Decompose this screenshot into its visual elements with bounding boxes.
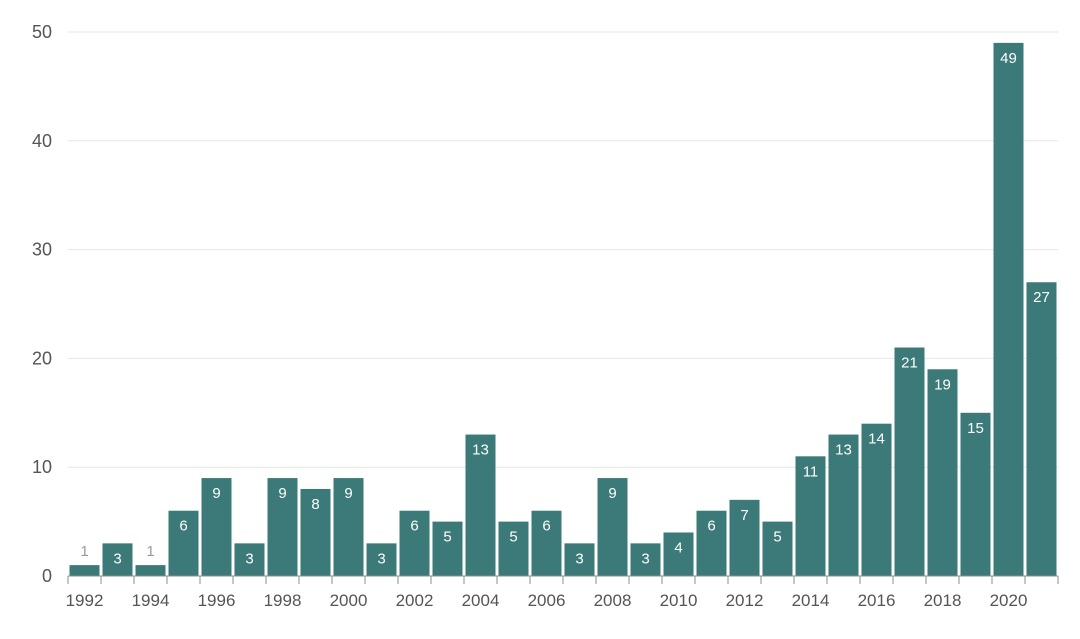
bar-1999 xyxy=(300,488,331,576)
y-tick-label: 40 xyxy=(32,131,52,151)
bar-1995 xyxy=(168,510,199,576)
x-tick-label: 2010 xyxy=(660,591,698,610)
bar-value-label: 3 xyxy=(113,550,121,567)
bar-value-label: 3 xyxy=(377,550,385,567)
bar-value-label: 1 xyxy=(146,543,154,560)
x-tick-label: 2008 xyxy=(594,591,632,610)
bars xyxy=(69,42,1057,576)
x-tick-label: 1992 xyxy=(66,591,104,610)
bar-2018 xyxy=(927,369,958,576)
bar-value-label: 7 xyxy=(740,507,748,524)
bar-2004 xyxy=(465,434,496,576)
bar-2001 xyxy=(366,543,397,576)
bar-value-label: 11 xyxy=(803,463,819,480)
bar-2013 xyxy=(762,521,793,576)
bar-2014 xyxy=(795,456,826,576)
bar-value-label: 5 xyxy=(509,529,517,546)
y-tick-label: 10 xyxy=(32,457,52,477)
x-tick-label: 2004 xyxy=(462,591,500,610)
bar-value-label: 6 xyxy=(542,518,550,535)
bar-value-label: 27 xyxy=(1033,289,1050,306)
bar-value-label: 9 xyxy=(344,485,352,502)
bar-1997 xyxy=(234,543,265,576)
bar-value-label: 4 xyxy=(674,539,682,556)
x-tick-label: 2014 xyxy=(792,591,830,610)
bar-2005 xyxy=(498,521,529,576)
bar-value-label: 3 xyxy=(245,550,253,567)
y-tick-label: 30 xyxy=(32,240,52,260)
bar-value-label: 6 xyxy=(707,518,715,535)
x-tick-label: 2006 xyxy=(528,591,566,610)
bar-2006 xyxy=(531,510,562,576)
bar-1994 xyxy=(135,565,166,576)
bar-1998 xyxy=(267,478,298,576)
bar-1992 xyxy=(69,565,100,576)
bar-2011 xyxy=(696,510,727,576)
bar-value-label: 9 xyxy=(278,485,286,502)
bar-1993 xyxy=(102,543,133,576)
x-tick-label: 1996 xyxy=(198,591,236,610)
bar-value-label: 8 xyxy=(311,496,319,513)
bar-2002 xyxy=(399,510,430,576)
bar-2012 xyxy=(729,499,760,576)
x-tick-label: 1998 xyxy=(264,591,302,610)
bar-2000 xyxy=(333,478,364,576)
x-tick-label: 2002 xyxy=(396,591,434,610)
bar-2021 xyxy=(1026,282,1057,576)
x-tick-label: 2016 xyxy=(858,591,896,610)
bar-value-label: 14 xyxy=(868,431,885,448)
bar-2010 xyxy=(663,532,694,576)
bar-value-label: 49 xyxy=(1000,50,1017,67)
bar-value-label: 3 xyxy=(575,550,583,567)
bar-2003 xyxy=(432,521,463,576)
bar-value-label: 5 xyxy=(773,529,781,546)
bar-2017 xyxy=(894,347,925,576)
bar-value-label: 19 xyxy=(934,376,951,393)
bar-2016 xyxy=(861,423,892,576)
y-tick-label: 0 xyxy=(42,566,52,586)
y-tick-label: 50 xyxy=(32,22,52,42)
bar-value-label: 13 xyxy=(472,442,489,459)
bar-value-label: 3 xyxy=(641,550,649,567)
y-tick-label: 20 xyxy=(32,348,52,368)
x-tick-label: 2000 xyxy=(330,591,368,610)
bar-value-label: 15 xyxy=(967,420,984,437)
bar-value-label: 6 xyxy=(410,518,418,535)
bar-2015 xyxy=(828,434,859,576)
bar-value-label: 13 xyxy=(835,442,852,459)
bar-2019 xyxy=(960,412,991,576)
bar-value-label: 6 xyxy=(179,518,187,535)
bar-value-label: 21 xyxy=(901,355,918,372)
bar-1996 xyxy=(201,478,232,576)
gridlines xyxy=(68,31,1058,468)
x-tick-label: 2020 xyxy=(990,591,1028,610)
bar-value-label: 1 xyxy=(80,543,88,560)
bar-value-label: 9 xyxy=(608,485,616,502)
bar-2007 xyxy=(564,543,595,576)
bar-2020 xyxy=(993,42,1024,576)
bar-2008 xyxy=(597,478,628,576)
x-tick-label: 2018 xyxy=(924,591,962,610)
bar-2009 xyxy=(630,543,661,576)
x-tick-label: 2012 xyxy=(726,591,764,610)
bar-value-label: 9 xyxy=(212,485,220,502)
x-tick-label: 1994 xyxy=(132,591,170,610)
bar-value-label: 5 xyxy=(443,529,451,546)
